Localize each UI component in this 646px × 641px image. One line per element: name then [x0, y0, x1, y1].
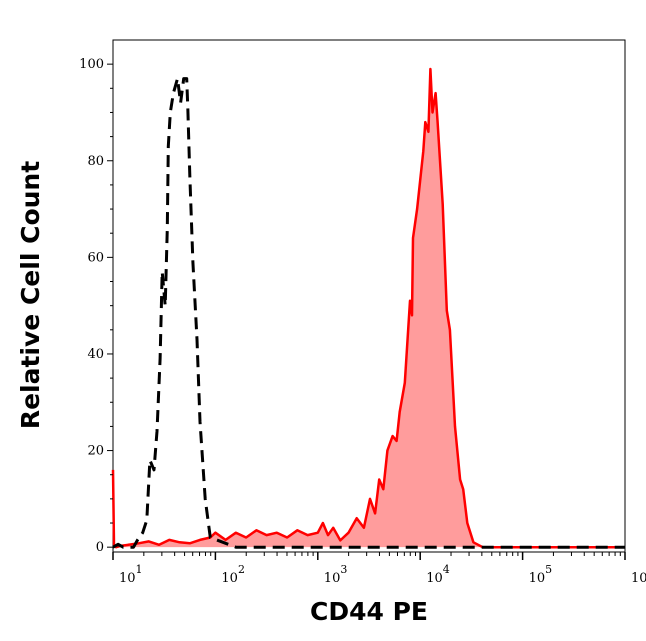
- y-tick-label: 0: [96, 540, 104, 555]
- series-fill-1: [113, 69, 625, 548]
- x-axis-title: CD44 PE: [310, 597, 428, 626]
- x-tick-exponent: 5: [545, 563, 552, 576]
- y-tick-label: 60: [87, 250, 104, 265]
- plot-frame: [112, 39, 626, 553]
- x-tick-label: 101: [119, 563, 143, 586]
- x-tick-exponent: 1: [136, 563, 143, 576]
- y-tick-label: 80: [87, 154, 104, 169]
- x-tick-exponent: 3: [340, 563, 347, 576]
- series-layer: [111, 67, 625, 549]
- x-tick-label: 103: [324, 563, 348, 586]
- axis-layer: 0 20 40 60 80 100 101 102 103 104 105 106: [79, 57, 646, 586]
- sample-line: [111, 67, 625, 549]
- y-axis-title: Relative Cell Count: [16, 161, 45, 429]
- y-tick-label: 20: [87, 444, 104, 459]
- x-tick-exponent: 2: [238, 563, 245, 576]
- isotype-line: [112, 77, 625, 549]
- y-tick-label: 100: [79, 57, 104, 72]
- x-tick-label: 104: [426, 563, 450, 586]
- y-tick-label: 40: [87, 347, 104, 362]
- x-tick-label: 102: [221, 563, 245, 586]
- x-tick-exponent: 4: [443, 563, 450, 576]
- x-tick-label: 106: [631, 563, 646, 586]
- x-tick-label: 105: [529, 563, 553, 586]
